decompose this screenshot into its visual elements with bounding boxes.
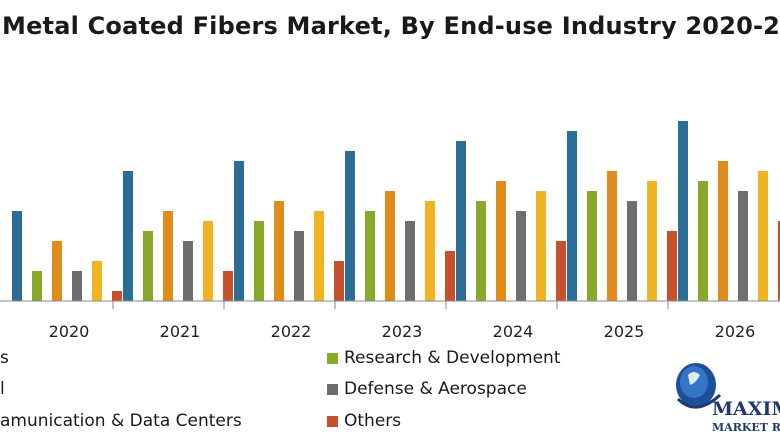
bar-2026-series-2 <box>718 161 728 301</box>
bar-2021-series-4 <box>203 221 213 301</box>
bar-2024-series-1 <box>476 201 486 301</box>
bar-2023-series-5 <box>445 251 455 301</box>
legend-swatch-3 <box>327 383 338 395</box>
bar-2023-series-2 <box>385 191 395 301</box>
legend-item-2: l <box>0 379 5 399</box>
bar-2025-series-3 <box>627 201 637 301</box>
legend-item-0: s <box>0 348 9 368</box>
x-tick-label-2020: 2020 <box>49 322 90 341</box>
legend-item-5: Others <box>327 411 401 431</box>
bar-2020-series-2 <box>52 241 62 301</box>
bar-2021-series-2 <box>163 211 173 301</box>
x-tick-label-2026: 2026 <box>715 322 756 341</box>
bar-2023-series-0 <box>345 151 355 301</box>
bar-2020-series-3 <box>72 271 82 301</box>
bar-2022-series-1 <box>254 221 264 301</box>
bar-2025-series-4 <box>647 181 657 301</box>
bar-chart: 2020 2021 2022 2023 2024 2025 2026 <box>0 121 780 341</box>
x-tick-label-2023: 2023 <box>382 322 423 341</box>
bar-2022-series-5 <box>334 261 344 301</box>
legend-item-4: amunication & Data Centers <box>0 411 242 431</box>
bar-2024-series-5 <box>556 241 566 301</box>
bar-2025-series-1 <box>587 191 597 301</box>
bar-2021-series-0 <box>123 171 133 301</box>
bar-2024-series-2 <box>496 181 506 301</box>
bar-2026-series-5 <box>778 221 780 301</box>
bar-2023-series-4 <box>425 201 435 301</box>
bar-2021-series-1 <box>143 231 153 301</box>
x-tick-label-2024: 2024 <box>493 322 534 341</box>
bar-2025-series-0 <box>567 131 577 301</box>
chart-title: Metal Coated Fibers Market, By End-use I… <box>2 12 780 40</box>
x-tick-label-2025: 2025 <box>604 322 645 341</box>
bar-2022-series-3 <box>294 231 304 301</box>
bar-2026-series-3 <box>738 191 748 301</box>
legend-label-3: Defense & Aerospace <box>344 379 527 399</box>
bar-2024-series-3 <box>516 211 526 301</box>
bar-2024-series-4 <box>536 191 546 301</box>
legend-item-1: Research & Development <box>327 348 560 368</box>
legend: s Research & Development l Defense & Aer… <box>0 340 640 440</box>
bar-2023-series-3 <box>405 221 415 301</box>
bar-2022-series-2 <box>274 201 284 301</box>
legend-label-4: amunication & Data Centers <box>0 411 242 431</box>
bar-2020-series-0 <box>12 211 22 301</box>
bar-2020-series-4 <box>92 261 102 301</box>
legend-label-0: s <box>0 348 9 368</box>
bar-2020-series-1 <box>32 271 42 301</box>
legend-swatch-5 <box>327 415 338 427</box>
bar-2022-series-0 <box>234 161 244 301</box>
x-tick-label-2022: 2022 <box>271 322 312 341</box>
bar-2026-series-1 <box>698 181 708 301</box>
bar-2026-series-4 <box>758 171 768 301</box>
bar-2021-series-3 <box>183 241 193 301</box>
company-logo <box>676 363 722 409</box>
bar-2026-series-0 <box>678 121 688 301</box>
x-ticks-group: 2020 2021 2022 2023 2024 2025 2026 <box>49 301 756 341</box>
bar-2024-series-0 <box>456 141 466 301</box>
legend-swatch-1 <box>327 352 338 364</box>
legend-label-1: Research & Development <box>344 348 561 368</box>
bar-2025-series-2 <box>607 171 617 301</box>
x-tick-label-2021: 2021 <box>160 322 201 341</box>
logo-subtext: MARKET RES <box>712 421 780 434</box>
legend-item-3: Defense & Aerospace <box>327 379 527 399</box>
legend-label-5: Others <box>344 411 402 431</box>
bar-2021-series-5 <box>223 271 233 301</box>
bars-group <box>12 121 780 301</box>
bar-2020-series-5 <box>112 291 122 301</box>
bar-2025-series-5 <box>667 231 677 301</box>
bar-2022-series-4 <box>314 211 324 301</box>
bar-2023-series-1 <box>365 211 375 301</box>
legend-label-2: l <box>0 379 5 399</box>
